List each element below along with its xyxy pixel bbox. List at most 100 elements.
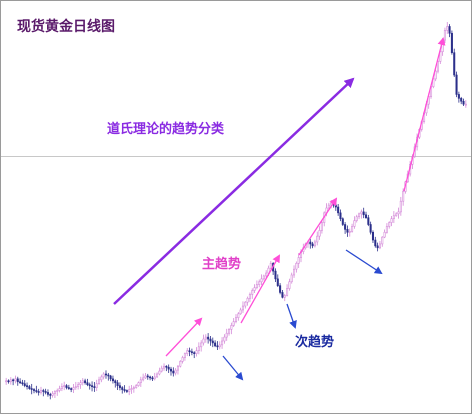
candle-body: [91, 385, 94, 387]
up-arrow-3: [298, 197, 338, 256]
candle-body: [174, 369, 177, 374]
candle-body: [395, 213, 398, 217]
candle-body: [7, 380, 10, 383]
candle-body: [260, 278, 263, 283]
candle-body: [258, 281, 261, 285]
candle-body: [288, 281, 291, 289]
candle-body: [367, 217, 370, 225]
candle-body: [169, 368, 173, 372]
candle-body: [5, 380, 8, 383]
candle-body: [72, 387, 75, 390]
candle-body: [79, 382, 82, 385]
candle-body: [234, 317, 238, 322]
candle-body: [355, 216, 358, 221]
candle-body: [281, 292, 284, 298]
candle-body: [128, 389, 131, 392]
candle-body: [149, 376, 152, 379]
candle-body: [443, 30, 446, 41]
candle-body: [172, 370, 175, 374]
candle-body: [23, 383, 26, 386]
candle-body: [102, 373, 105, 378]
candle-body: [383, 231, 386, 238]
candle-body: [67, 387, 70, 389]
candle-body: [165, 365, 168, 368]
candle-body: [12, 379, 15, 382]
candle-body: [313, 241, 316, 247]
down-arrow-1: [222, 355, 244, 381]
candle-body: [397, 211, 400, 215]
candle-body: [146, 375, 149, 378]
candle-body: [402, 191, 405, 202]
candle-body: [351, 226, 354, 232]
candle-body: [399, 200, 402, 213]
candle-body: [58, 388, 61, 391]
candle-body: [460, 98, 463, 102]
candle-body: [218, 344, 221, 348]
candle-body: [348, 230, 351, 233]
secondary-trend-label: 次趋势: [295, 334, 334, 350]
candle-body: [130, 388, 133, 390]
candle-body: [186, 350, 189, 354]
candle-body: [151, 377, 154, 380]
candle-body: [163, 365, 166, 369]
candle-body: [339, 212, 342, 219]
candle-body: [19, 381, 22, 384]
candle-body: [290, 274, 293, 283]
candle-body: [246, 297, 249, 303]
candle-body: [81, 380, 84, 384]
candle-body: [44, 391, 47, 393]
candle-body: [376, 245, 379, 249]
candle-body: [37, 391, 40, 393]
candle-body: [95, 383, 98, 388]
candle-body: [358, 213, 361, 218]
candle-body: [286, 288, 289, 296]
candle-body: [158, 370, 161, 375]
candle-body: [42, 390, 45, 392]
candle-body: [374, 239, 377, 247]
candle-body: [448, 26, 451, 34]
candle-body: [295, 263, 298, 270]
candle-body: [137, 382, 140, 386]
candle-body: [74, 386, 77, 388]
candle-body: [360, 211, 363, 215]
candlestick-series: [5, 22, 467, 400]
candle-body: [457, 94, 460, 99]
candle-body: [279, 285, 282, 293]
candle-body: [385, 226, 388, 233]
candle-body: [378, 243, 381, 249]
candle-body: [267, 267, 270, 274]
candle-body: [204, 336, 207, 340]
candle-body: [436, 61, 439, 72]
candle-body: [98, 379, 101, 385]
candle-body: [104, 373, 108, 376]
primary-wave-arrows: [165, 37, 446, 357]
candle-body: [318, 230, 321, 237]
candle-body: [241, 305, 244, 311]
candle-body: [255, 284, 258, 288]
candle-body: [269, 263, 272, 269]
candle-body: [230, 325, 233, 330]
candle-body: [16, 378, 19, 383]
candle-body: [21, 382, 24, 385]
candle-body: [179, 361, 182, 367]
candle-body: [214, 342, 217, 347]
candle-body: [51, 393, 54, 396]
candle-body: [327, 204, 330, 209]
candle-body: [353, 220, 356, 227]
candle-body: [309, 241, 312, 245]
candle-body: [176, 365, 179, 371]
candle-body: [239, 309, 242, 315]
secondary-wave-arrows: [222, 249, 383, 381]
candle-body: [144, 375, 147, 379]
candle-body: [195, 350, 198, 354]
candle-body: [167, 366, 170, 370]
candle-body: [251, 290, 254, 295]
candle-body: [364, 214, 368, 219]
candle-body: [123, 389, 126, 391]
candle-body: [297, 257, 300, 264]
candle-body: [139, 379, 142, 384]
candle-body: [93, 386, 96, 388]
candle-body: [86, 382, 89, 385]
candle-body: [88, 384, 91, 386]
